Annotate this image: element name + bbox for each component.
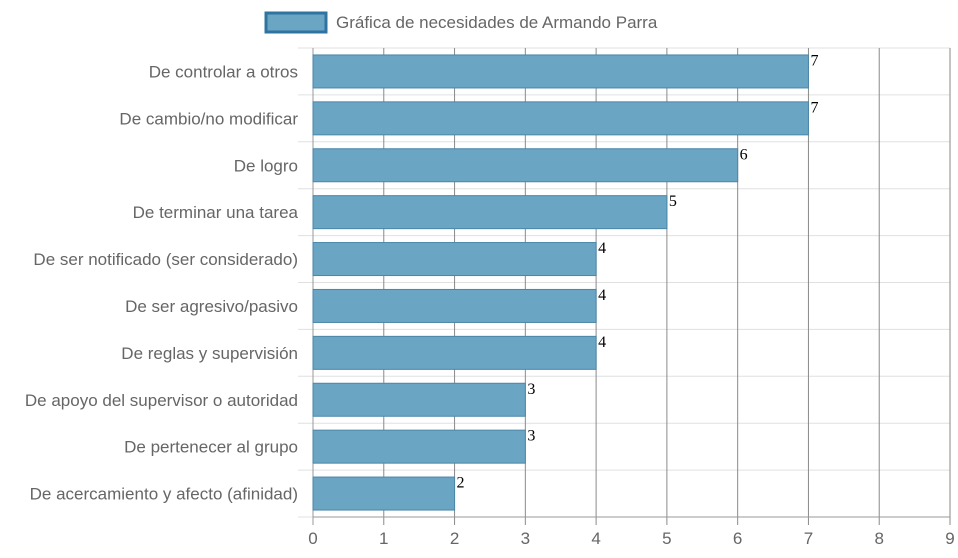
x-axis-tick-labels: 0 1 2 3 4 5 6 7 8 9 <box>308 529 954 548</box>
data-labels: 7 7 6 5 4 4 4 3 3 2 <box>457 52 819 491</box>
data-label: 4 <box>598 287 606 304</box>
bar[interactable] <box>312 288 597 323</box>
category-label: De logro <box>234 156 298 175</box>
x-tick-label: 6 <box>733 529 742 548</box>
data-label: 4 <box>598 240 606 257</box>
x-tick-label: 2 <box>450 529 459 548</box>
data-label: 7 <box>810 99 818 116</box>
chart-legend[interactable]: Gráfica de necesidades de Armando Parra <box>264 11 658 34</box>
x-tick-label: 9 <box>945 529 954 548</box>
category-label: De pertenecer al grupo <box>124 438 298 457</box>
data-label: 6 <box>740 146 748 163</box>
bar[interactable] <box>312 335 597 370</box>
bar[interactable] <box>312 242 597 277</box>
category-label: De cambio/no modificar <box>119 109 298 128</box>
bar[interactable] <box>312 382 526 417</box>
x-tick-label: 7 <box>804 529 813 548</box>
category-label: De reglas y supervisión <box>121 344 298 363</box>
x-tick-label: 1 <box>379 529 388 548</box>
category-label: De controlar a otros <box>149 62 298 81</box>
category-labels: De controlar a otros De cambio/no modific… <box>25 62 299 503</box>
data-label: 3 <box>527 428 535 445</box>
data-label: 4 <box>598 334 606 351</box>
x-tick-label: 4 <box>591 529 600 548</box>
bar[interactable] <box>312 54 809 89</box>
bar[interactable] <box>312 476 456 511</box>
bar[interactable] <box>312 195 668 230</box>
bar[interactable] <box>312 148 739 183</box>
data-label: 2 <box>457 475 465 492</box>
data-label: 7 <box>810 52 818 69</box>
category-label: De apoyo del supervisor o autoridad <box>25 391 298 410</box>
data-label: 5 <box>669 193 677 210</box>
legend-swatch[interactable] <box>264 11 328 34</box>
category-label: De ser notificado (ser considerado) <box>33 250 298 269</box>
bar[interactable] <box>312 429 526 464</box>
x-tick-label: 5 <box>662 529 671 548</box>
x-tick-label: 8 <box>874 529 883 548</box>
x-tick-label: 3 <box>521 529 530 548</box>
bars-group <box>312 54 809 511</box>
x-tick-label: 0 <box>308 529 317 548</box>
legend-label[interactable]: Gráfica de necesidades de Armando Parra <box>336 13 658 32</box>
bar[interactable] <box>312 101 809 136</box>
category-label: De terminar una tarea <box>133 203 299 222</box>
category-label: De acercamiento y afecto (afinidad) <box>30 485 298 504</box>
category-label: De ser agresivo/pasivo <box>125 297 298 316</box>
data-label: 3 <box>527 381 535 398</box>
